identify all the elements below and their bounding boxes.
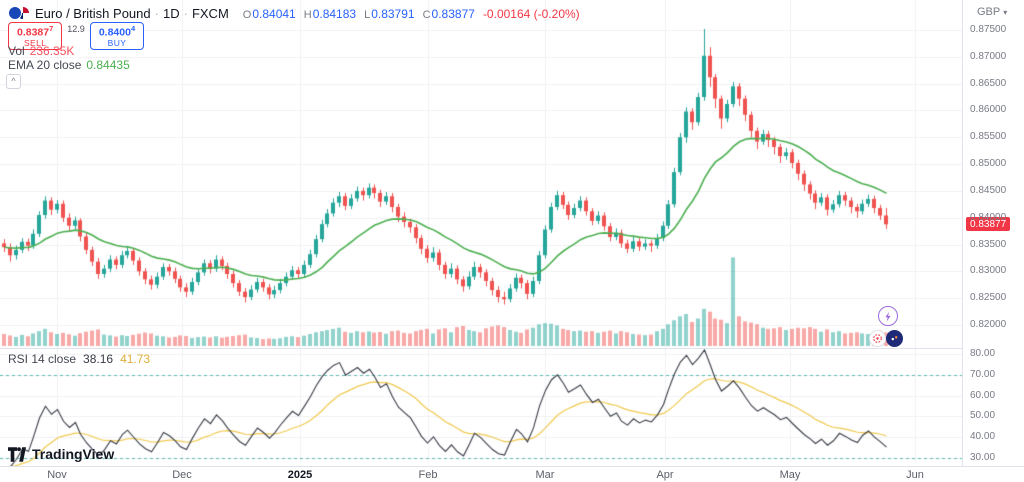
chart-canvas[interactable] [0,0,962,466]
buy-button[interactable]: 0.84004 BUY [89,22,145,51]
open-label: O [242,8,252,21]
axis-tick-label: 0.86000 [970,104,1007,116]
axis-tick-label: 30.00 [970,451,996,463]
low-label: L [364,8,371,21]
currency-button[interactable]: GBP ▾ [977,6,1007,18]
lightning-icon [884,311,891,321]
ema-value: 0.84435 [86,58,130,72]
sell-button[interactable]: 0.83877 SELL [8,22,63,51]
close-label: C [422,8,431,21]
rsi-legend: RSI 14 close 38.16 41.73 [8,352,150,366]
pane-collapse-button[interactable]: ^ [6,74,21,89]
trade-buttons: 0.83877 SELL 12.9 0.84004 BUY [8,22,145,51]
open-value: 0.84041 [252,6,296,21]
time-axis-label: 2025 [287,469,313,481]
last-price-label: 0.83877 [966,217,1011,232]
axis-tick-label: 0.82000 [970,318,1007,330]
time-axis-label: Mar [535,469,555,481]
ohlc-values: O0.84041 H0.84183 L0.83791 C0.83877 -0.0… [243,7,580,21]
axis-tick-label: 50.00 [970,410,996,422]
axis-tick-label: 0.85000 [970,158,1007,170]
time-axis-label: Apr [656,469,674,481]
timeframe[interactable]: 1D [162,6,180,21]
broker-logo-button[interactable] [886,330,903,347]
time-axis[interactable]: Nov Dec 2025 Feb Mar Apr May Jun [0,466,1024,482]
axis-tick-label: 0.87000 [970,50,1007,62]
tradingview-wordmark: TradingView [32,446,115,462]
axis-tick-label: 0.83000 [970,265,1007,277]
instant-trading-button[interactable] [878,306,898,326]
rsi-ma-value: 41.73 [120,352,151,366]
ema-legend: EMA 20 close 0.84435 [8,58,130,72]
chevron-down-icon: ▾ [1003,7,1008,17]
axis-tick-label: 0.87500 [970,24,1007,36]
separator: · [154,6,159,21]
close-value: 0.83877 [431,6,475,21]
tradingview-logo[interactable]: TradingView [8,446,114,462]
broker-offer-button[interactable] [869,330,886,347]
ema-label: EMA 20 close [8,58,82,72]
high-value: 0.84183 [312,6,357,21]
axis-tick-label: 70.00 [970,368,996,380]
axis-tick-label: 0.84500 [970,184,1007,196]
time-axis-label: May [779,469,801,481]
tradingview-glyph-icon [8,446,26,462]
high-label: H [303,8,312,21]
eur-flag-icon [8,6,22,20]
target-icon [873,334,882,343]
sell-label: SELL [23,37,47,48]
separator: · [183,6,188,21]
broker-logo-icon [891,336,898,341]
axis-tick-label: 40.00 [970,431,996,443]
rsi-value: 38.16 [83,352,114,366]
axis-tick-label: 80.00 [970,348,996,360]
price-change: -0.00164 (-0.20%) [482,6,580,21]
symbol-logo-icon [8,6,31,21]
axis-tick-label: 0.86500 [970,77,1007,89]
currency-label: GBP [977,6,1001,18]
price-axis[interactable]: GBP ▾ 0.83877 0.87500 0.87000 0.86500 0.860… [962,0,1024,466]
low-value: 0.83791 [371,6,415,21]
symbol-legend[interactable]: Euro / British Pound · 1D · FXCM O0.8404… [8,6,580,21]
buy-price-sup: 4 [130,24,136,33]
time-axis-label: Dec [172,469,192,481]
volume-value: 236.35K [29,44,75,58]
floating-buttons [866,306,912,352]
sell-price-sup: 7 [49,24,54,33]
buy-label: BUY [107,37,127,48]
time-axis-label: Feb [418,469,438,481]
pane-divider[interactable] [0,348,1024,349]
volume-label: Vol [8,44,25,58]
axis-tick-label: 0.82500 [970,292,1007,304]
time-axis-label: Nov [47,469,67,481]
axis-tick-label: 0.84000 [970,211,1007,223]
exchange[interactable]: FXCM [191,6,229,21]
sell-price: 0.8387 [17,26,50,39]
volume-legend: Vol 236.35K [8,44,74,58]
time-axis-label: Jun [906,469,924,481]
axis-tick-label: 60.00 [970,389,996,401]
axis-tick-label: 0.85500 [970,131,1007,143]
buy-price: 0.8400 [98,26,131,39]
symbol-title[interactable]: Euro / British Pound [35,6,151,21]
axis-tick-label: 0.83500 [970,238,1007,250]
spread-value: 12.9 [67,24,85,34]
rsi-label: RSI 14 close [8,352,77,366]
